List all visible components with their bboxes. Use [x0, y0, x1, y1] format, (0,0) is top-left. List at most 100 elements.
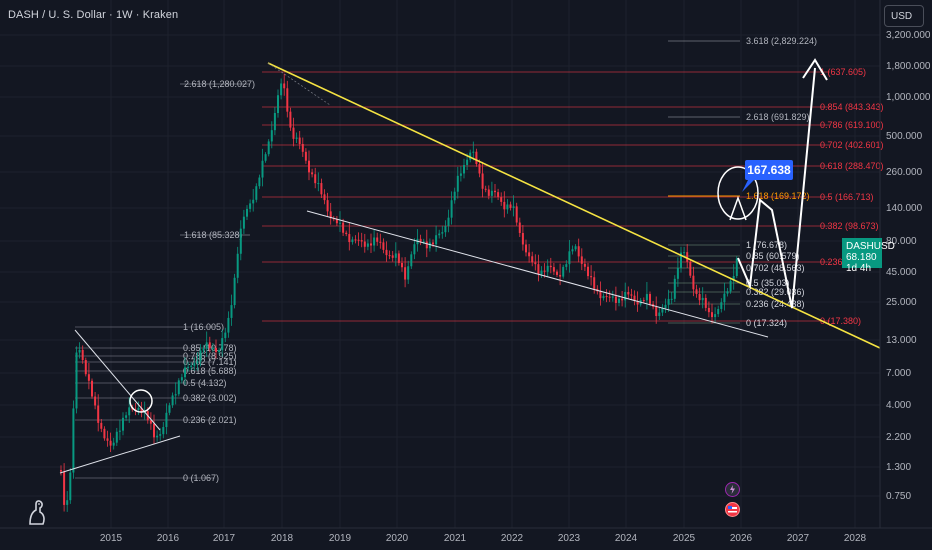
- price-callout[interactable]: 167.638: [745, 160, 793, 180]
- candle-body: [571, 249, 574, 252]
- fibonacci-levels: 1 (16.005)0.85 (10.778)0.786 (8.925)0.70…: [75, 36, 884, 483]
- candle-body: [466, 159, 469, 166]
- candle-body: [450, 200, 453, 218]
- candle-body: [401, 262, 403, 268]
- candle-body: [729, 280, 732, 292]
- last-price-badge: DASHUSD 68.180 1d 4h: [842, 238, 895, 274]
- candle-body: [311, 172, 314, 175]
- candle-body: [196, 361, 199, 364]
- candle-body: [156, 435, 159, 438]
- candle-body: [91, 380, 93, 397]
- candle-body: [233, 277, 236, 306]
- candle-body: [397, 253, 400, 263]
- candle-body: [128, 407, 131, 416]
- candle-body: [69, 472, 72, 501]
- candle-body: [280, 83, 283, 96]
- candle-body: [78, 349, 81, 353]
- candle-body: [75, 352, 78, 409]
- candle-body: [171, 395, 174, 406]
- candle-body: [168, 405, 171, 413]
- candle-body: [428, 242, 431, 249]
- candle-body: [122, 417, 124, 431]
- candle-body: [438, 233, 441, 236]
- candle-body: [292, 127, 295, 139]
- candle-body: [559, 274, 562, 277]
- candle-body: [159, 434, 162, 436]
- badge-price: 68.180: [846, 252, 877, 263]
- candle-body: [348, 234, 351, 243]
- fib-level-label: 1.618 (169.172): [746, 191, 810, 201]
- time-tick-label: 2021: [444, 533, 467, 544]
- candle-body: [410, 254, 413, 267]
- candle-body: [614, 296, 617, 303]
- candle-body: [621, 298, 624, 301]
- candle-body: [363, 241, 366, 247]
- candle-body: [199, 350, 202, 362]
- candle-body: [432, 242, 434, 245]
- highlight-circle-early: [129, 389, 153, 413]
- candle-body: [221, 338, 224, 351]
- fib-level-label: 0 (1.067): [183, 473, 219, 483]
- candle-body: [624, 291, 627, 301]
- badge-symbol: DASHUSD: [846, 241, 895, 252]
- candle-body: [345, 232, 348, 235]
- time-tick-label: 2028: [844, 533, 867, 544]
- candle-body: [720, 302, 723, 309]
- candle-body: [66, 500, 69, 505]
- candle-body: [469, 152, 472, 160]
- candle-body: [608, 296, 611, 298]
- candle-body: [97, 405, 100, 423]
- fib-level-label: 0.5 (166.713): [820, 192, 874, 202]
- candle-body: [714, 314, 717, 318]
- candle-body: [590, 276, 593, 278]
- candle-body: [249, 203, 252, 209]
- event-flash-icon[interactable]: [725, 482, 740, 497]
- candle-body: [717, 308, 720, 315]
- fib-level-label: 0.236 (24.438): [746, 299, 805, 309]
- candle-body: [165, 412, 168, 428]
- fib-level-label: 1 (76.678): [746, 240, 787, 250]
- candle-body: [177, 380, 180, 395]
- candle-body: [366, 243, 369, 247]
- candle-body: [500, 197, 503, 202]
- candle-body: [676, 267, 679, 279]
- currency-selector[interactable]: USD: [884, 5, 924, 27]
- fib-level-label: 0.618 (288.470): [820, 161, 884, 171]
- candlestick-series: [60, 73, 738, 512]
- badge-timer: 1d 4h: [846, 263, 872, 274]
- fib-level-label: 0.236 (2.021): [183, 415, 237, 425]
- event-flag-us-icon[interactable]: [725, 502, 740, 517]
- candle-body: [490, 190, 493, 196]
- candle-body: [658, 312, 661, 317]
- candle-body: [323, 194, 326, 201]
- tradingview-logo-icon[interactable]: [26, 498, 48, 526]
- candle-body: [118, 430, 121, 432]
- price-tick-label: 1,800.000: [886, 61, 931, 72]
- candle-body: [680, 252, 682, 268]
- candle-body: [689, 261, 692, 276]
- fib-level-label: 0.702 (7.141): [183, 357, 237, 367]
- candle-body: [81, 349, 84, 361]
- candle-body: [103, 428, 106, 439]
- fib-level-label: 1 (16.005): [183, 322, 224, 332]
- candle-body: [308, 160, 310, 173]
- candle-body: [707, 307, 710, 313]
- symbol-title[interactable]: DASH / U. S. Dollar · 1W · Kraken: [8, 9, 179, 21]
- candle-body: [100, 422, 103, 429]
- candle-body: [354, 239, 357, 241]
- highlight-circle-target: [717, 166, 759, 220]
- candle-body: [655, 306, 658, 317]
- candle-body: [565, 264, 568, 267]
- candle-body: [277, 95, 279, 113]
- candle-body: [633, 295, 636, 301]
- candle-body: [236, 253, 239, 278]
- candle-body: [525, 244, 527, 253]
- price-axis: 3,200.000 1,800.000 1,000.000 500.000 260.00…: [879, 0, 931, 528]
- candle-body: [630, 294, 633, 296]
- candle-body: [732, 275, 735, 281]
- fib-level-label: 1 (637.605): [820, 67, 866, 77]
- candle-body: [149, 420, 152, 424]
- candle-body: [208, 342, 211, 348]
- time-tick-label: 2020: [386, 533, 409, 544]
